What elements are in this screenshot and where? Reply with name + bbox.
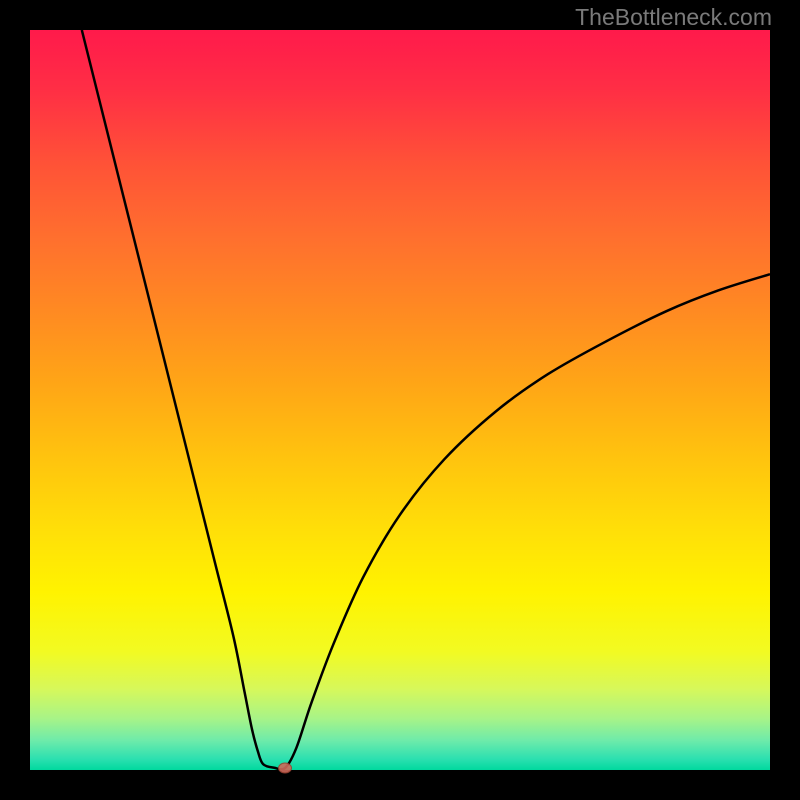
chart-plot-area: [30, 30, 770, 770]
data-marker: [278, 762, 292, 773]
chart-curve: [30, 30, 770, 770]
watermark-text: TheBottleneck.com: [575, 4, 772, 31]
